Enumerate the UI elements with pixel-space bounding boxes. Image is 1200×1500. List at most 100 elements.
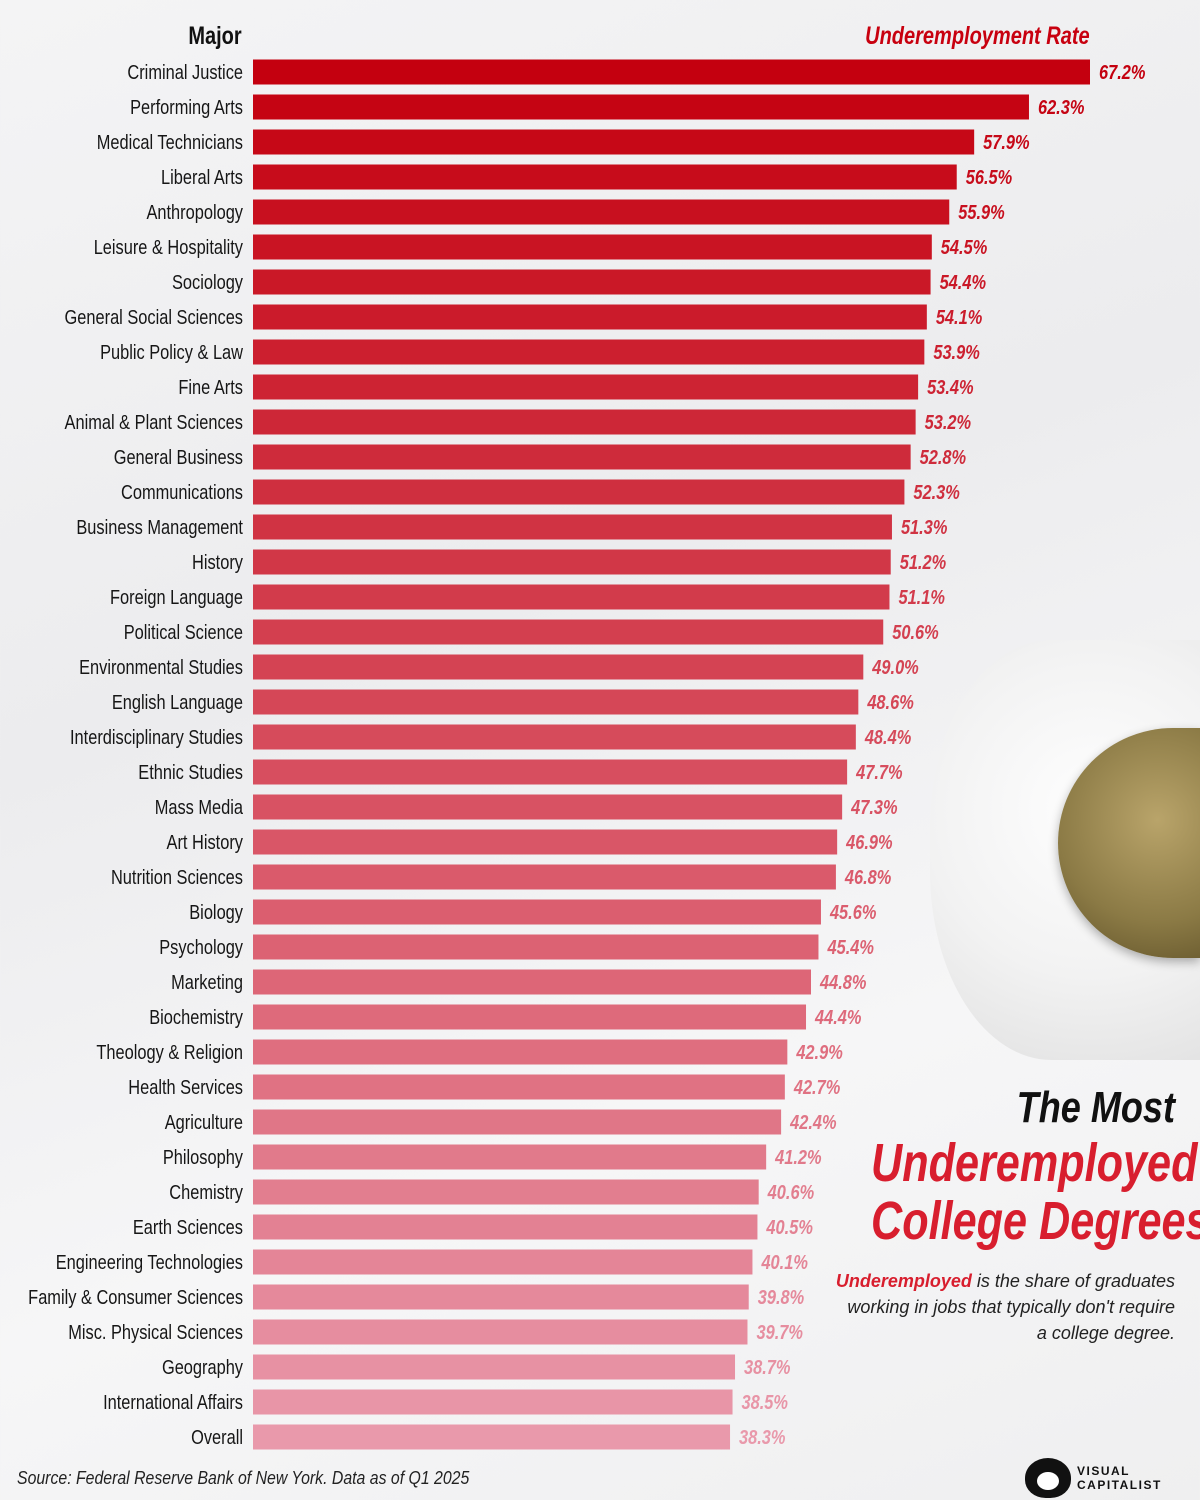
bar	[253, 409, 916, 435]
category-label: Psychology	[159, 935, 244, 958]
category-label: Fine Arts	[178, 375, 243, 398]
category-label: Anthropology	[146, 200, 243, 223]
description: Underemployed is the share of graduates …	[835, 1268, 1175, 1346]
bar	[253, 1424, 731, 1450]
category-label: Overall	[191, 1425, 243, 1448]
value-label: 50.6%	[892, 620, 938, 643]
category-label: Art History	[167, 830, 244, 853]
description-term: Underemployed	[835, 1271, 972, 1291]
bar	[253, 234, 932, 260]
value-label: 39.8%	[758, 1285, 804, 1308]
value-label: 40.6%	[767, 1180, 814, 1203]
value-label: 44.4%	[814, 1005, 861, 1028]
bar	[253, 1039, 788, 1065]
bar	[253, 689, 859, 715]
title-block: The Most Underemployed College Degrees U…	[795, 1082, 1200, 1346]
bar	[253, 164, 957, 190]
bar	[253, 1004, 807, 1030]
category-label: Interdisciplinary Studies	[70, 725, 243, 748]
category-label: Health Services	[128, 1075, 243, 1098]
value-label: 62.3%	[1038, 95, 1084, 118]
value-label: 48.4%	[864, 725, 911, 748]
logo-mark-icon	[1025, 1458, 1071, 1498]
value-label: 67.2%	[1099, 60, 1145, 83]
value-label: 40.1%	[761, 1250, 808, 1273]
value-label: 51.1%	[898, 585, 944, 608]
visual-capitalist-logo: VISUAL CAPITALIST	[1025, 1458, 1185, 1498]
value-label: 39.7%	[756, 1320, 802, 1343]
value-label: 41.2%	[774, 1145, 821, 1168]
value-label: 54.4%	[940, 270, 986, 293]
bar	[253, 199, 950, 225]
bar	[253, 304, 927, 330]
bar	[253, 724, 856, 750]
category-label: Family & Consumer Sciences	[28, 1285, 243, 1308]
category-label: Misc. Physical Sciences	[68, 1320, 243, 1343]
bar	[253, 444, 911, 470]
value-label: 48.6%	[866, 690, 913, 713]
value-label: 47.3%	[850, 795, 897, 818]
value-label: 54.5%	[941, 235, 987, 258]
bar	[253, 269, 931, 295]
value-label: 53.9%	[933, 340, 979, 363]
bar	[253, 759, 848, 785]
bar	[253, 934, 819, 960]
value-label: 53.4%	[927, 375, 973, 398]
logo-line-1: VISUAL	[1077, 1464, 1131, 1478]
category-label: Liberal Arts	[161, 165, 243, 188]
category-label: Mass Media	[155, 795, 244, 818]
value-label: 51.2%	[900, 550, 946, 573]
value-label: 38.5%	[742, 1390, 788, 1413]
category-label: Foreign Language	[110, 585, 243, 608]
bar	[253, 829, 838, 855]
bar	[253, 1284, 749, 1310]
value-label: 47.7%	[855, 760, 902, 783]
bar	[253, 479, 905, 505]
title-line-3: College Degrees	[871, 1191, 1200, 1251]
category-label: History	[192, 550, 244, 573]
bar	[253, 864, 836, 890]
category-label: Medical Technicians	[97, 130, 243, 153]
value-label: 40.5%	[766, 1215, 813, 1238]
category-label: Environmental Studies	[79, 655, 243, 678]
bar	[253, 59, 1090, 85]
category-label: Communications	[121, 480, 243, 503]
category-label: Criminal Justice	[127, 60, 243, 83]
category-label: Animal & Plant Sciences	[65, 410, 243, 433]
bar	[253, 1354, 736, 1380]
logo-line-2: CAPITALIST	[1077, 1478, 1162, 1492]
value-label: 51.3%	[901, 515, 947, 538]
value-label: 38.3%	[739, 1425, 785, 1448]
category-label: Political Science	[124, 620, 243, 643]
value-label: 44.8%	[819, 970, 866, 993]
value-label: 45.4%	[827, 935, 874, 958]
description-text: is the share of graduates working in job…	[847, 1271, 1175, 1343]
value-label: 54.1%	[936, 305, 982, 328]
bar	[253, 94, 1029, 120]
category-label: Ethnic Studies	[138, 760, 243, 783]
value-header: Underemployment Rate	[865, 22, 1091, 50]
value-label: 53.2%	[925, 410, 971, 433]
bar	[253, 1074, 785, 1100]
category-label: Biochemistry	[149, 1005, 244, 1028]
value-label: 46.8%	[844, 865, 891, 888]
value-label: 38.7%	[744, 1355, 790, 1378]
value-label: 52.8%	[920, 445, 966, 468]
value-label: 52.3%	[913, 480, 959, 503]
bar	[253, 584, 890, 610]
category-label: Geography	[162, 1355, 244, 1378]
category-label: Chemistry	[169, 1180, 243, 1203]
category-label: Sociology	[172, 270, 244, 293]
category-label: Engineering Technologies	[56, 1250, 243, 1273]
category-label: Leisure & Hospitality	[94, 235, 244, 258]
category-label: Agriculture	[165, 1110, 243, 1133]
bar	[253, 794, 843, 820]
title-line-2: Underemployed	[871, 1133, 1198, 1193]
category-label: Performing Arts	[130, 95, 243, 118]
value-label: 42.7%	[793, 1075, 840, 1098]
bar	[253, 619, 884, 645]
category-header: Major	[188, 22, 242, 50]
value-label: 49.0%	[871, 655, 918, 678]
value-label: 46.9%	[845, 830, 892, 853]
